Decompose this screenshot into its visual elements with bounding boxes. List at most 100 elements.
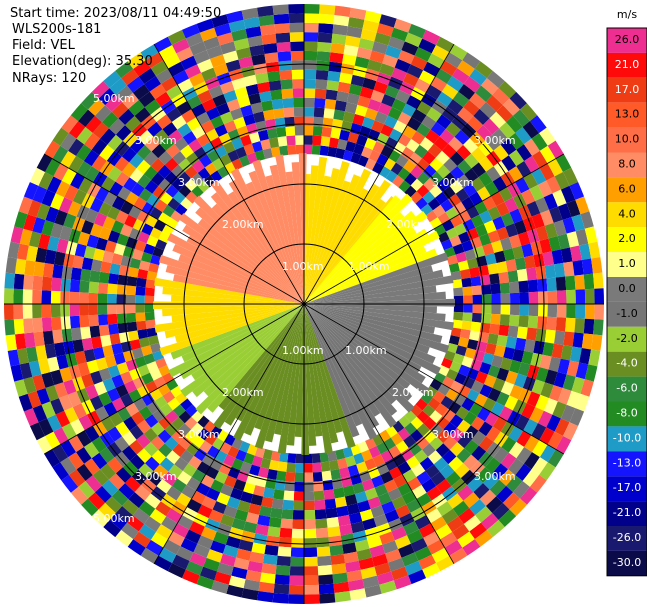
velocity-gate	[176, 47, 194, 62]
velocity-gate	[225, 59, 241, 73]
velocity-gate	[248, 170, 304, 304]
velocity-gate	[175, 203, 188, 216]
velocity-gate	[304, 304, 430, 354]
velocity-gate	[170, 385, 183, 398]
velocity-gate	[476, 255, 488, 267]
velocity-gate	[435, 443, 450, 458]
velocity-gate	[53, 427, 69, 445]
velocity-gate	[449, 44, 468, 61]
velocity-gate	[109, 333, 121, 345]
velocity-gate	[23, 181, 39, 200]
velocity-gate	[317, 32, 333, 43]
velocity-gate	[38, 233, 51, 250]
velocity-gate	[125, 304, 136, 314]
velocity-gate	[376, 522, 392, 536]
velocity-gate	[474, 61, 493, 79]
velocity-gate	[315, 79, 328, 90]
velocity-gate	[457, 159, 472, 175]
velocity-gate	[370, 505, 385, 518]
velocity-gate	[492, 463, 509, 480]
velocity-gate	[174, 137, 189, 151]
velocity-gate	[337, 138, 348, 151]
velocity-gate	[290, 547, 304, 558]
velocity-gate	[304, 211, 428, 304]
velocity-gate	[72, 376, 86, 392]
velocity-gate	[526, 391, 541, 407]
velocity-gate	[304, 32, 319, 42]
velocity-gate	[368, 149, 381, 162]
velocity-gate	[501, 155, 517, 172]
velocity-gate	[115, 506, 133, 523]
velocity-gate	[216, 492, 231, 506]
velocity-gate	[479, 384, 493, 398]
velocity-gate	[276, 41, 291, 53]
velocity-gate	[508, 132, 524, 150]
velocity-gate	[473, 482, 490, 500]
velocity-gate	[151, 449, 166, 465]
velocity-gate	[158, 254, 304, 304]
velocity-gate	[52, 145, 69, 164]
velocity-gate	[482, 196, 497, 211]
velocity-gate	[427, 197, 441, 211]
velocity-gate	[350, 122, 362, 135]
velocity-gate	[266, 128, 278, 139]
velocity-gate	[91, 509, 110, 527]
velocity-gate	[546, 414, 561, 432]
velocity-gate	[136, 159, 151, 175]
velocity-gate	[204, 432, 218, 446]
velocity-gate	[543, 398, 558, 415]
velocity-gate	[176, 546, 194, 561]
velocity-gate	[189, 552, 207, 567]
velocity-gate	[519, 292, 529, 304]
velocity-gate	[257, 591, 274, 603]
velocity-gate	[4, 272, 15, 289]
velocity-gate	[407, 476, 422, 491]
velocity-gate	[5, 257, 17, 274]
velocity-gate	[251, 455, 263, 467]
velocity-gate	[134, 356, 147, 368]
velocity-gate	[125, 402, 139, 417]
velocity-gate	[461, 397, 475, 412]
velocity-gate	[406, 95, 422, 110]
velocity-gate	[374, 32, 391, 46]
velocity-gate	[118, 108, 135, 126]
velocity-gate	[233, 557, 250, 570]
velocity-gate	[216, 102, 231, 116]
velocity-gate	[129, 439, 144, 455]
velocity-gate	[196, 18, 215, 33]
velocity-gate	[122, 92, 139, 109]
velocity-gate	[313, 107, 325, 118]
velocity-gate	[361, 146, 373, 159]
velocity-gate	[231, 137, 244, 150]
velocity-gate	[496, 367, 510, 382]
velocity-gate	[555, 276, 567, 291]
velocity-gate	[185, 404, 198, 417]
velocity-gate	[91, 155, 107, 172]
velocity-gate	[538, 291, 548, 304]
velocity-gate	[364, 487, 378, 501]
velocity-gate	[246, 152, 258, 164]
velocity-gate	[50, 304, 61, 318]
velocity-gate	[178, 254, 304, 304]
velocity-gate	[461, 320, 472, 331]
velocity-gate	[304, 304, 441, 375]
velocity-gate	[171, 429, 185, 444]
velocity-gate	[317, 555, 332, 567]
velocity-gate	[144, 99, 161, 115]
velocity-gate	[214, 471, 228, 484]
velocity-gate	[399, 81, 415, 96]
velocity-gate	[466, 339, 479, 351]
velocity-gate	[508, 166, 524, 183]
velocity-gate	[178, 436, 192, 450]
velocity-gate	[448, 193, 462, 207]
velocity-gate	[591, 334, 603, 351]
velocity-gate	[236, 47, 252, 60]
velocity-gate	[484, 181, 499, 197]
velocity-gate	[155, 239, 167, 251]
velocity-gate	[98, 314, 109, 326]
velocity-gate	[277, 136, 288, 147]
velocity-gate	[575, 196, 590, 215]
velocity-gate	[323, 489, 335, 500]
velocity-gate	[391, 98, 407, 112]
velocity-gate	[397, 482, 412, 497]
